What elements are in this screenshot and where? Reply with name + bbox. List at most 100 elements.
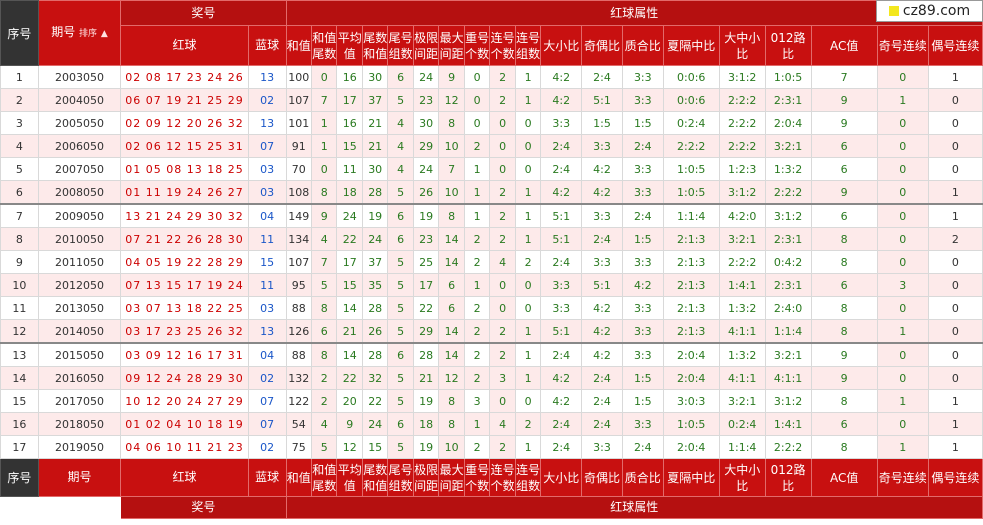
row-attr-cell: 23: [412, 227, 440, 251]
attr-col-header: 和值尾数: [310, 25, 338, 66]
row-attr-cell: 11: [336, 157, 363, 181]
row-blue-ball: 02: [247, 366, 287, 390]
row-attr-cell: 14: [336, 296, 363, 320]
attr-col-footer: 连号个数: [489, 458, 516, 497]
row-attr-cell: 2: [514, 250, 542, 274]
row-attr-cell: 28: [361, 180, 389, 205]
row-seq: 8: [0, 227, 39, 251]
row-attr-cell: 2:2:2: [764, 435, 812, 459]
row-attr-cell: 0: [489, 111, 516, 135]
row-blue-ball: 04: [247, 342, 287, 367]
row-attr-cell: 22: [336, 366, 363, 390]
row-attr-cell: 1:2:3: [718, 157, 766, 181]
row-attr-cell: 5: [387, 366, 414, 390]
row-attr-cell: 8: [438, 111, 465, 135]
row-period: 2018050: [37, 412, 122, 436]
row-attr-cell: 12: [438, 366, 465, 390]
row-period: 2012050: [37, 273, 122, 297]
row-attr-cell: 3:1:2: [764, 389, 812, 413]
table-row: 5 2007050 01 05 08 13 18 25 03 70 0 11 30 4 24 7 1 0…: [0, 157, 983, 181]
row-attr-cell: 2:0:4: [764, 111, 812, 135]
row-red-balls: 03 09 12 16 17 31: [120, 342, 249, 367]
row-attr-cell: 1: [876, 319, 929, 344]
row-blue-ball: 11: [247, 273, 287, 297]
row-attr-cell: 0: [927, 111, 983, 135]
row-blue-ball: 02: [247, 88, 287, 112]
row-red-balls: 04 05 19 22 28 29: [120, 250, 249, 274]
row-attr-cell: 0:2:4: [718, 412, 766, 436]
row-attr-cell: 21: [361, 111, 389, 135]
row-attr-cell: 0: [927, 273, 983, 297]
row-attr-cell: 4: [387, 134, 414, 158]
row-attr-cell: 18: [336, 180, 363, 205]
row-attr-cell: 3:3: [621, 342, 664, 367]
row-attr-cell: 14: [438, 227, 465, 251]
period-header[interactable]: 期号 排序 ▲: [37, 0, 122, 66]
attr-col-footer: 012路比: [764, 458, 812, 497]
row-attr-cell: 8: [810, 296, 878, 320]
row-attr-cell: 5: [310, 435, 338, 459]
row-red-balls: 09 12 24 28 29 30: [120, 366, 249, 390]
sort-label: 排序: [79, 28, 98, 39]
row-attr-cell: 2:1:3: [662, 319, 720, 344]
row-attr-cell: 2:2:2: [718, 88, 766, 112]
row-attr-cell: 0:0:6: [662, 65, 720, 89]
row-attr-cell: 6: [810, 203, 878, 228]
row-attr-cell: 2:4: [581, 65, 623, 89]
row-attr-cell: 1:0:5: [662, 180, 720, 205]
table-row: 17 2019050 04 06 10 11 21 23 02 75 5 12 15 5 19 10…: [0, 435, 983, 459]
row-attr-cell: 1: [927, 65, 983, 89]
table-row: 16 2018050 01 02 04 10 18 19 07 54 4 9 24 6 18 8 1 4…: [0, 412, 983, 436]
row-attr-cell: 2:0:4: [662, 342, 720, 367]
row-attr-cell: 0: [876, 65, 929, 89]
row-attr-cell: 3:2:1: [764, 342, 812, 367]
row-attr-cell: 4: [310, 227, 338, 251]
row-attr-cell: 1: [876, 389, 929, 413]
row-attr-cell: 2:4: [540, 134, 583, 158]
row-attr-cell: 4:1:1: [718, 366, 766, 390]
attr-col-header: 平均值: [336, 25, 363, 66]
row-attr-cell: 0: [514, 273, 542, 297]
row-attr-cell: 1:4:1: [764, 412, 812, 436]
row-attr-cell: 17: [412, 273, 440, 297]
row-attr-cell: 1:5: [621, 366, 664, 390]
attr-col-header: 大中小比: [718, 25, 766, 66]
row-seq: 5: [0, 157, 39, 181]
row-attr-cell: 1:1:4: [718, 435, 766, 459]
row-attr-cell: 107: [285, 250, 312, 274]
row-attr-cell: 22: [336, 227, 363, 251]
attr-col-header: 连号组数: [514, 25, 542, 66]
row-attr-cell: 1:5: [621, 389, 664, 413]
row-period: 2011050: [37, 250, 122, 274]
row-attr-cell: 91: [285, 134, 312, 158]
row-attr-cell: 1:3:2: [718, 296, 766, 320]
row-seq: 13: [0, 342, 39, 367]
row-attr-cell: 3:0:3: [662, 389, 720, 413]
row-attr-cell: 75: [285, 435, 312, 459]
row-attr-cell: 6: [387, 227, 414, 251]
row-attr-cell: 2:4: [581, 412, 623, 436]
row-attr-cell: 16: [336, 111, 363, 135]
row-attr-cell: 0: [489, 157, 516, 181]
row-attr-cell: 24: [412, 65, 440, 89]
row-attr-cell: 3:3: [540, 111, 583, 135]
blue-ball-header: 蓝球: [247, 25, 287, 66]
row-attr-cell: 6: [810, 157, 878, 181]
row-attr-cell: 4:2: [540, 389, 583, 413]
row-attr-cell: 26: [361, 319, 389, 344]
table-row: 13 2015050 03 09 12 16 17 31 04 88 8 14 28 6 28 14…: [0, 342, 983, 367]
row-attr-cell: 0: [927, 342, 983, 367]
row-attr-cell: 1: [463, 273, 491, 297]
site-badge[interactable]: cz89.com: [876, 0, 983, 22]
row-attr-cell: 0: [876, 250, 929, 274]
row-attr-cell: 0: [489, 296, 516, 320]
prize-footer: 奖号: [120, 496, 287, 519]
row-attr-cell: 8: [310, 296, 338, 320]
row-attr-cell: 2: [463, 366, 491, 390]
attr-col-header: AC值: [810, 25, 878, 66]
row-attr-cell: 1: [514, 342, 542, 367]
row-attr-cell: 7: [810, 65, 878, 89]
attr-col-footer: 夏隔中比: [662, 458, 720, 497]
row-attr-cell: 3:3: [581, 250, 623, 274]
